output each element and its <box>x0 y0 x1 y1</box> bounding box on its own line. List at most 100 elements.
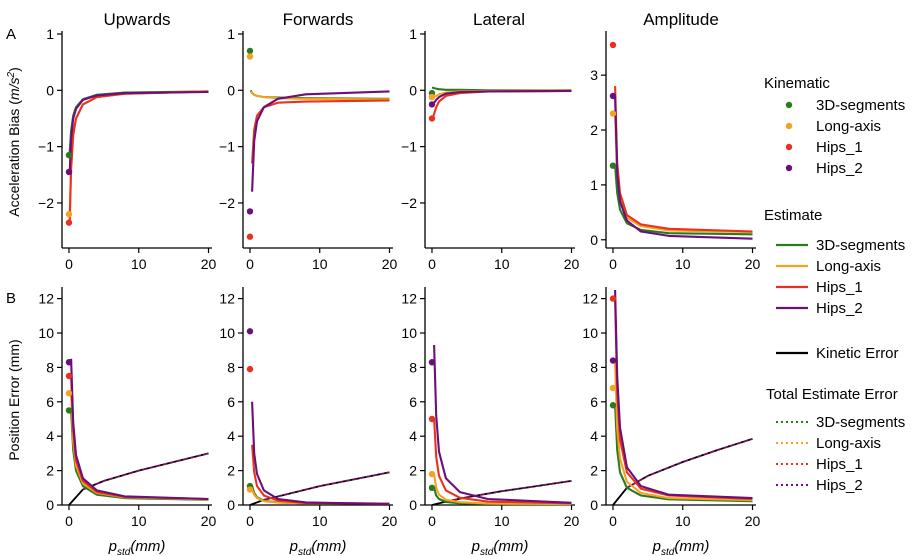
estimate-line <box>68 90 209 173</box>
y-tick-label: 2 <box>227 463 235 479</box>
estimate-line <box>614 113 753 234</box>
y-tick-label: 4 <box>409 428 417 444</box>
y-tick-label: 0 <box>227 497 235 513</box>
x-tick-label: 10 <box>675 513 691 529</box>
kinematic-point <box>609 92 617 100</box>
kinematic-point <box>65 372 73 380</box>
estimate-line <box>433 473 572 506</box>
y-tick-label: 0 <box>46 497 54 513</box>
kinematic-point <box>65 219 73 226</box>
legend-total-label: 3D-segments <box>816 414 905 431</box>
estimate-line <box>614 362 753 502</box>
y-tick-label: −2 <box>401 195 417 211</box>
y-axis-label-bottom: Position Error (mm) <box>6 339 22 460</box>
legend-estimate-title: Estimate <box>764 207 822 224</box>
x-tick-label: 10 <box>131 256 147 272</box>
y-tick-label: −1 <box>401 139 417 155</box>
kinematic-point <box>428 359 436 366</box>
kinematic-point <box>246 328 254 335</box>
y-tick-label: −2 <box>38 195 54 211</box>
kinematic-point <box>65 359 73 366</box>
kinematic-point <box>428 484 436 491</box>
y-tick-label: 6 <box>46 394 54 410</box>
kinematic-point <box>65 407 73 414</box>
panel-b-forwards: 0 2 4 6 8 10 12 0 10 20 pstd(mm) <box>219 287 398 556</box>
y-tick-label: 8 <box>409 359 417 375</box>
x-tick-label: 10 <box>312 513 328 529</box>
estimate-line <box>614 97 753 240</box>
x-tick-label: 10 <box>494 256 510 272</box>
kinematic-point <box>609 41 617 49</box>
x-axis-label: pstd(mm) <box>652 538 710 556</box>
estimate-line <box>68 90 209 215</box>
panel-b-lateral: 0 2 4 6 8 10 12 0 10 20 pstd(mm) <box>401 287 580 556</box>
y-tick-label: 2 <box>590 122 598 138</box>
estimate-line <box>251 90 390 192</box>
y-tick-label: 12 <box>582 291 598 307</box>
legend-kinematic-marker <box>785 164 793 172</box>
kinematic-point <box>609 357 617 364</box>
y-tick-label: 8 <box>590 359 598 375</box>
kinematic-point <box>609 384 617 392</box>
estimate-line <box>433 344 572 504</box>
column-title-amplitude: Amplitude <box>643 10 719 29</box>
kinematic-point <box>428 415 436 423</box>
legend-estimate-label: Hips_1 <box>816 279 863 296</box>
y-tick-label: 4 <box>227 428 235 444</box>
y-tick-label: −1 <box>38 139 54 155</box>
x-tick-label: 0 <box>609 256 617 272</box>
legend-kinematic-marker <box>785 101 793 109</box>
x-tick-label: 10 <box>312 256 328 272</box>
estimate-line <box>614 405 753 503</box>
kinematic-point <box>65 211 73 218</box>
estimate-line <box>614 165 753 236</box>
kinematic-point <box>246 486 254 493</box>
kinematic-point <box>65 151 73 159</box>
legend-total-label: Long-axis <box>816 435 881 452</box>
total-error-line <box>263 471 390 501</box>
x-tick-label: 20 <box>745 513 761 529</box>
legend-kinetic-label: Kinetic Error <box>816 345 899 362</box>
y-tick-label: 2 <box>46 463 54 479</box>
legend-kinematic-label: Hips_1 <box>816 139 863 156</box>
x-tick-label: 10 <box>131 513 147 529</box>
x-tick-label: 20 <box>745 256 761 272</box>
x-tick-label: 0 <box>246 513 254 529</box>
estimate-line <box>249 90 390 101</box>
panel-b-amplitude: 0 2 4 6 8 10 12 0 10 20 pstd(mm) <box>582 287 761 556</box>
total-error-line <box>626 438 753 489</box>
y-tick-label: 0 <box>409 497 417 513</box>
legend: Kinematic Estimate Kinetic Error Total E… <box>764 75 905 494</box>
kinematic-point <box>609 402 617 409</box>
kinematic-point <box>246 47 254 55</box>
x-tick-label: 20 <box>564 256 580 272</box>
y-tick-label: 8 <box>46 359 54 375</box>
panel-label-b: B <box>6 290 16 307</box>
y-tick-label: 8 <box>227 359 235 375</box>
estimate-line <box>70 358 209 501</box>
y-tick-label: 10 <box>38 325 54 341</box>
legend-total-label: Hips_2 <box>816 477 863 494</box>
y-tick-label: 0 <box>227 82 235 98</box>
total-error-line <box>82 452 209 491</box>
x-tick-label: 0 <box>65 256 73 272</box>
y-axis-label-top: Acceleration Bias (m/s2) <box>6 67 22 217</box>
x-tick-label: 20 <box>382 513 398 529</box>
legend-estimate-label: Long-axis <box>816 258 881 275</box>
x-tick-label: 0 <box>65 513 73 529</box>
y-tick-label: 10 <box>401 325 417 341</box>
x-tick-label: 0 <box>246 256 254 272</box>
total-error-line <box>626 438 753 489</box>
y-tick-label: 12 <box>38 291 54 307</box>
x-tick-label: 0 <box>609 513 617 529</box>
y-tick-label: 2 <box>590 463 598 479</box>
estimate-line <box>614 298 753 501</box>
y-tick-label: 3 <box>590 67 598 83</box>
estimate-line <box>68 90 209 223</box>
legend-estimate-label: Hips_2 <box>816 300 863 317</box>
y-tick-label: 1 <box>227 26 235 42</box>
